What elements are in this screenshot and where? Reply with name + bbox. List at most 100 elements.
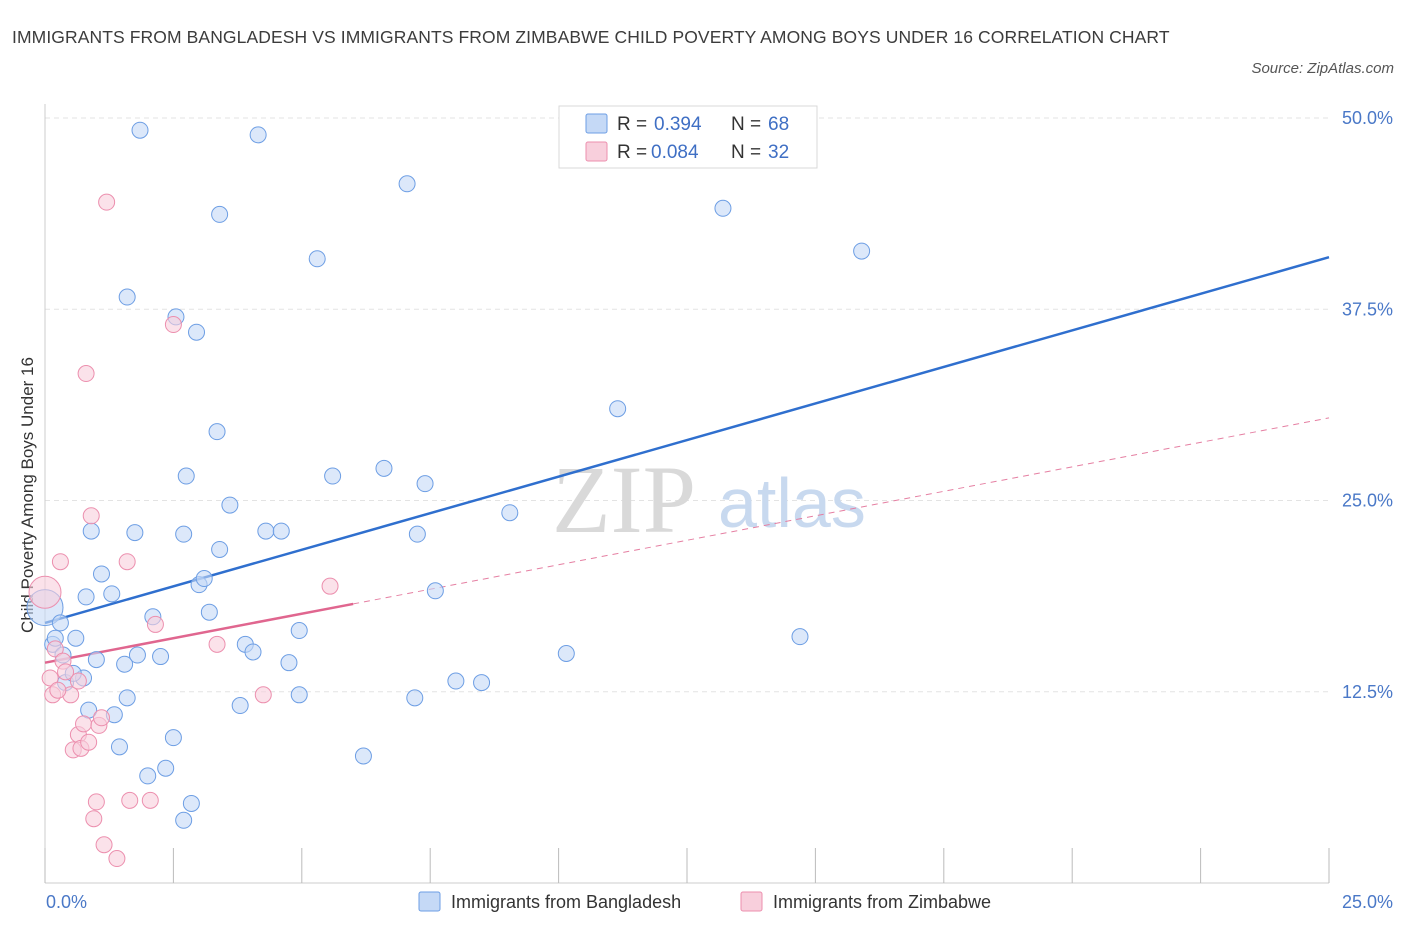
point-zimbabwe-29 <box>69 672 87 690</box>
point-bangladesh-44 <box>354 747 372 765</box>
point-bangladesh-46 <box>398 175 416 193</box>
point-zimbabwe-22 <box>121 791 139 809</box>
point-bangladesh-54 <box>557 645 575 662</box>
legend-r-label-zimbabwe: R = <box>617 142 647 163</box>
point-bangladesh-49 <box>416 475 434 493</box>
point-bangladesh-48 <box>408 525 426 543</box>
point-bangladesh-32 <box>211 205 229 223</box>
y-tick-labels: 12.5% 25.0% 37.5% 50.0% <box>1342 108 1393 702</box>
point-bangladesh-66 <box>175 525 193 543</box>
point-bangladesh-22 <box>157 759 175 777</box>
point-bangladesh-18 <box>128 646 146 664</box>
point-bangladesh-34 <box>231 697 249 715</box>
point-zimbabwe-21 <box>118 553 136 571</box>
bottom-legend-label-bangladesh: Immigrants from Bangladesh <box>451 892 681 912</box>
point-zimbabwe-3 <box>46 640 64 658</box>
legend-n-label-bangladesh: N = <box>731 114 761 135</box>
point-bangladesh-30 <box>200 603 218 621</box>
trend-line-bangladesh <box>44 256 1330 625</box>
point-bangladesh-31 <box>208 423 226 441</box>
legend-swatch-zimbabwe <box>585 141 608 162</box>
x-tick-labels: 0.0% 25.0% <box>46 892 1393 912</box>
point-zimbabwe-19 <box>98 193 116 211</box>
point-bangladesh-63 <box>249 126 267 144</box>
point-bangladesh-50 <box>426 582 444 600</box>
point-bangladesh-42 <box>308 250 326 268</box>
watermark-atlas: atlas <box>718 464 866 542</box>
watermark-zip: ZIP <box>552 446 696 553</box>
bottom-legend-swatch-bangladesh <box>418 891 441 912</box>
point-bangladesh-39 <box>280 654 298 672</box>
point-bangladesh-27 <box>182 794 200 812</box>
axes <box>44 104 1330 884</box>
point-zimbabwe-4 <box>51 553 69 571</box>
point-bangladesh-33 <box>221 496 239 514</box>
point-bangladesh-36 <box>244 643 262 661</box>
point-bangladesh-47 <box>406 689 424 707</box>
point-bangladesh-58 <box>791 628 809 646</box>
point-bangladesh-15 <box>116 655 134 673</box>
point-bangladesh-53 <box>501 504 519 522</box>
point-bangladesh-38 <box>272 522 290 540</box>
point-zimbabwe-10 <box>75 715 93 733</box>
x-tick-label-1: 25.0% <box>1342 892 1393 912</box>
legend-r-value-bangladesh: 0.394 <box>654 114 702 135</box>
point-zimbabwe-26 <box>208 635 226 653</box>
legend-r-label-bangladesh: R = <box>617 114 647 135</box>
bottom-legend-swatch-zimbabwe <box>740 891 763 912</box>
point-bangladesh-23 <box>164 729 182 747</box>
point-zimbabwe-23 <box>141 791 159 809</box>
point-zimbabwe-20 <box>108 850 126 868</box>
point-bangladesh-40 <box>290 686 308 704</box>
point-bangladesh-21 <box>152 648 170 666</box>
point-bangladesh-61 <box>188 323 206 341</box>
y-tick-label-1: 25.0% <box>1342 491 1393 511</box>
point-bangladesh-6 <box>67 629 85 647</box>
point-zimbabwe-2 <box>41 669 59 687</box>
point-bangladesh-57 <box>714 199 732 217</box>
point-bangladesh-52 <box>473 674 491 692</box>
point-bangladesh-10 <box>82 522 100 540</box>
point-bangladesh-45 <box>375 459 393 477</box>
legend-swatch-bangladesh <box>585 113 608 134</box>
point-bangladesh-29 <box>195 570 213 588</box>
y-tick-label-3: 50.0% <box>1342 108 1393 128</box>
point-zimbabwe-31 <box>49 681 67 699</box>
point-bangladesh-16 <box>118 689 136 707</box>
point-bangladesh-26 <box>177 467 195 485</box>
point-zimbabwe-0 <box>28 575 62 609</box>
point-zimbabwe-17 <box>92 709 110 727</box>
point-zimbabwe-24 <box>146 615 164 633</box>
point-bangladesh-41 <box>290 622 308 640</box>
point-zimbabwe-15 <box>87 793 105 811</box>
x-tick-label-0: 0.0% <box>46 892 87 912</box>
point-bangladesh-2 <box>51 614 69 632</box>
trend-line-zimbabwe-dashed <box>353 417 1330 605</box>
chart-title: IMMIGRANTS FROM BANGLADESH VS IMMIGRANTS… <box>12 27 1170 47</box>
correlation-legend: R = 0.394 N = 68 R = 0.084 N = 32 <box>558 105 818 169</box>
point-bangladesh-62 <box>131 121 149 139</box>
point-zimbabwe-28 <box>321 577 339 595</box>
point-bangladesh-25 <box>175 811 193 829</box>
point-bangladesh-64 <box>87 651 105 669</box>
point-bangladesh-14 <box>110 738 128 756</box>
chart-source: Source: ZipAtlas.com <box>1251 60 1394 77</box>
data-points <box>26 118 871 868</box>
point-bangladesh-67 <box>211 540 229 558</box>
legend-r-value-zimbabwe: 0.084 <box>651 142 699 163</box>
point-zimbabwe-18 <box>95 836 113 854</box>
point-zimbabwe-25 <box>164 316 182 334</box>
point-zimbabwe-12 <box>80 733 98 751</box>
bottom-legend-label-zimbabwe: Immigrants from Zimbabwe <box>773 892 991 912</box>
watermark: ZIP atlas <box>552 446 866 553</box>
point-bangladesh-37 <box>257 522 275 540</box>
series-legend: Immigrants from Bangladesh Immigrants fr… <box>418 891 991 912</box>
point-bangladesh-60 <box>118 288 136 306</box>
point-zimbabwe-30 <box>57 663 75 681</box>
grid-lines <box>45 117 1329 693</box>
point-zimbabwe-27 <box>254 686 272 704</box>
point-zimbabwe-11 <box>77 365 95 383</box>
point-bangladesh-17 <box>126 524 144 542</box>
point-bangladesh-51 <box>447 672 465 690</box>
